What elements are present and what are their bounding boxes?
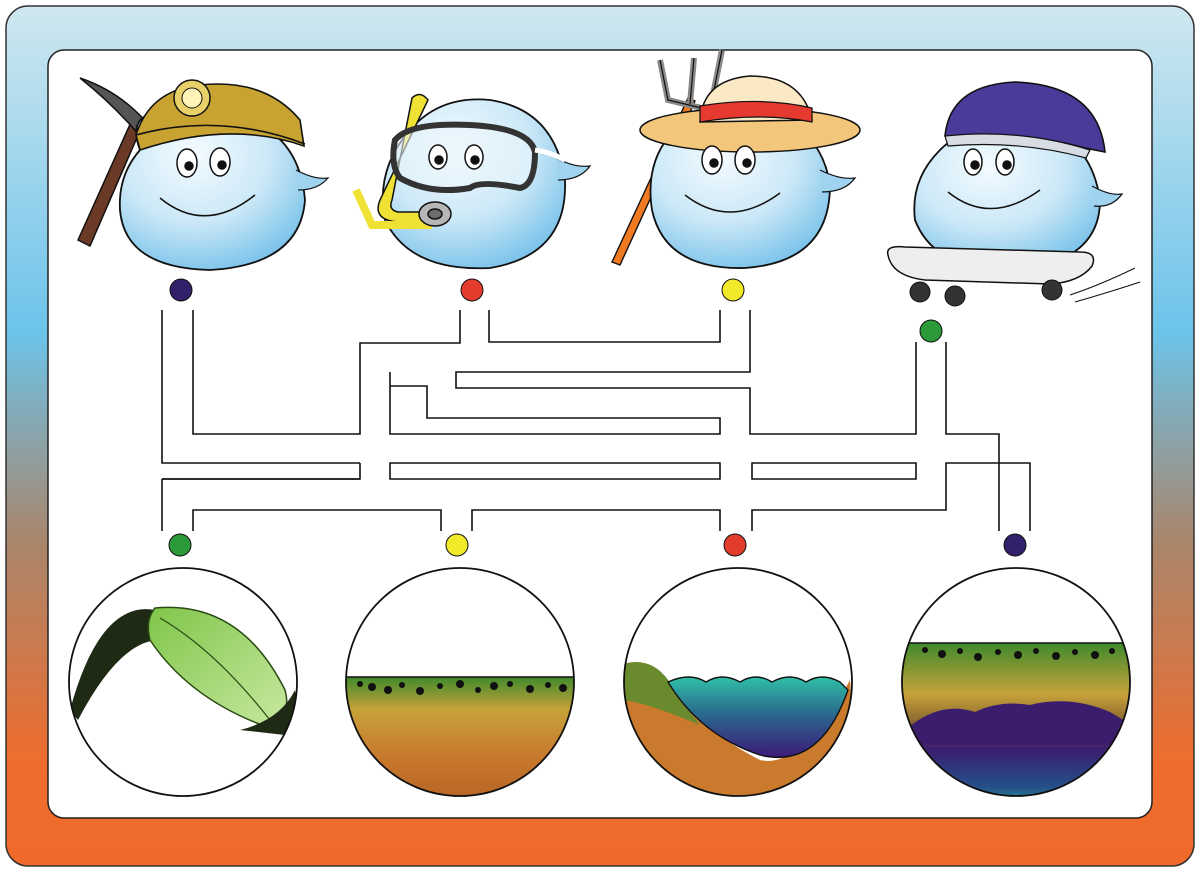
- dot-red-bottom: [723, 533, 747, 557]
- face: [684, 145, 781, 213]
- dot-green-top: [919, 319, 943, 343]
- maze: [161, 310, 1031, 531]
- maze-wall: [192, 509, 442, 531]
- diving-mask-icon: [390, 121, 567, 193]
- dot-purple-top: [169, 278, 193, 302]
- maze-wall: [488, 310, 721, 343]
- maze-wall: [471, 509, 721, 531]
- dot-purple-bottom: [1003, 533, 1027, 557]
- dot-red-top: [460, 278, 484, 302]
- maze-wall: [192, 310, 461, 435]
- miner-droplet: [77, 77, 330, 271]
- maze-wall: [945, 342, 1000, 531]
- face: [418, 144, 484, 227]
- dot-yellow-top: [721, 278, 745, 302]
- skateboard-icon: [886, 245, 1141, 307]
- lake-icon: [624, 662, 852, 796]
- snorkeler-droplet: [352, 93, 592, 270]
- maze-wall: [455, 310, 917, 435]
- snorkel-icon: [352, 93, 432, 229]
- maze-wall: [161, 310, 360, 464]
- leaf-icon: [70, 606, 297, 735]
- helmet-icon: [944, 81, 1106, 159]
- leaf-habitat: [68, 567, 298, 797]
- dot-green-bottom: [168, 533, 192, 557]
- face: [159, 147, 256, 217]
- straw-hat-icon: [639, 75, 861, 153]
- surface-water-habitat: [623, 567, 853, 797]
- dot-yellow-bottom: [445, 533, 469, 557]
- maze-wall: [389, 372, 721, 435]
- face: [947, 148, 1041, 210]
- maze-wall: [389, 462, 721, 480]
- farmer-droplet: [611, 49, 861, 269]
- maze-wall: [751, 462, 917, 480]
- maze-wall: [751, 462, 1031, 531]
- hard-hat-icon: [135, 79, 306, 152]
- skateboarder-droplet: [886, 81, 1141, 307]
